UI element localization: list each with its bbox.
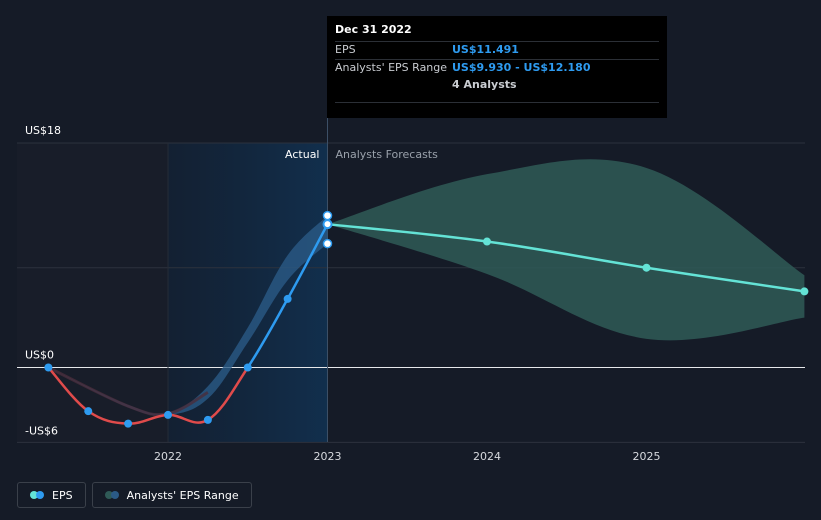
eps-actual-point [203,415,212,424]
legend-item-eps[interactable]: EPS [17,482,86,508]
eps-range-swatch-icon [104,491,119,499]
tooltip-eps-label: EPS [335,43,356,56]
x-tick-label: 2025 [633,450,661,463]
tooltip-range-row: Analysts' EPS Range US$9.930 - US$12.180 [335,59,659,77]
eps-swatch-icon [30,491,44,499]
x-tick-label: 2022 [154,450,182,463]
eps-forecast-line [327,222,805,293]
forecast-region-label: Analysts Forecasts [336,148,439,161]
chart-legend: EPS Analysts' EPS Range [17,482,252,508]
eps-range-end-point [322,210,333,221]
tooltip-date: Dec 31 2022 [335,23,412,36]
eps-actual-point [44,363,53,372]
eps-forecast-point [800,287,809,296]
eps-forecast-point [642,263,651,272]
eps-actual-point [164,410,172,419]
actual-region-label: Actual [285,148,319,161]
eps-forecast-point [483,237,491,246]
x-tick-label: 2024 [473,450,501,463]
data-tooltip: Dec 31 2022 EPS US$11.491 Analysts' EPS … [327,16,667,118]
tooltip-eps-value: US$11.491 [452,43,519,56]
forecast-eps-range-band [327,159,805,341]
range-band-negative-trace [47,366,209,417]
actual-highlight-region [168,143,328,442]
eps-actual-point [283,294,292,303]
eps-range-end-point [322,238,333,249]
y-axis-zero-label: US$0 [25,349,54,362]
x-tick-label: 2023 [314,450,342,463]
y-axis-top-label: US$18 [25,124,61,137]
tooltip-range-label: Analysts' EPS Range [335,61,448,74]
legend-eps-label: EPS [52,488,73,502]
tooltip-range-value: US$9.930 - US$12.180 [452,61,591,74]
y-axis-bottom-label: -US$6 [25,424,58,437]
eps-actual-line-negative [47,367,250,425]
tooltip-analysts-count: 4 Analysts [452,78,517,91]
eps-actual-point [84,407,93,416]
tooltip-eps-row: EPS US$11.491 [335,41,659,59]
tooltip-analysts-row: 4 Analysts [335,77,659,94]
eps-actual-point [322,219,333,230]
eps-actual-point [243,363,252,372]
tooltip-divider [335,102,659,103]
eps-actual-point [124,419,133,428]
legend-item-eps-range[interactable]: Analysts' EPS Range [91,482,252,508]
legend-eps-range-label: Analysts' EPS Range [126,488,239,502]
past-region-shade [17,143,168,442]
